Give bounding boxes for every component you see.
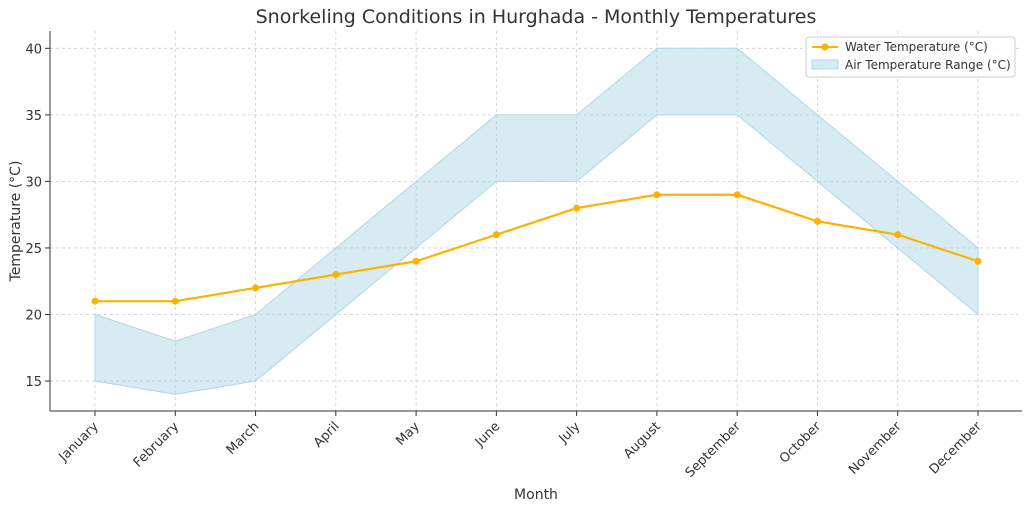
legend-air: Air Temperature Range (°C) [845, 58, 1011, 72]
y-tick-label: 15 [25, 375, 42, 390]
x-tick-label: August [621, 419, 664, 462]
legend-water: Water Temperature (°C) [845, 40, 988, 54]
water-temperature-point [492, 231, 500, 239]
x-tick-label: March [224, 419, 263, 458]
chart-title: Snorkeling Conditions in Hurghada - Mont… [256, 6, 817, 28]
y-axis-label: Temperature (°C) [8, 161, 24, 283]
x-axis-label: Month [514, 487, 558, 503]
x-tick-label: October [777, 419, 825, 467]
water-temperature-point [733, 191, 741, 199]
legend: Water Temperature (°C) Air Temperature R… [805, 36, 1016, 78]
y-tick-label: 30 [25, 175, 42, 190]
x-tick-label: June [472, 419, 503, 450]
x-tick-label: December [927, 419, 986, 478]
x-tick-label: November [846, 419, 905, 478]
water-temperature-line [95, 193, 979, 303]
water-temperature-point [412, 257, 420, 265]
water-temperature-point [573, 204, 581, 212]
air-range-area [94, 47, 979, 395]
water-temperature-point [171, 297, 179, 305]
x-tick-label: July [556, 419, 584, 447]
y-tick-label: 40 [25, 42, 42, 57]
water-temperature-point [813, 217, 821, 225]
water-line [91, 191, 982, 305]
x-tick-label: January [56, 419, 102, 465]
x-tick-label: May [393, 419, 423, 449]
water-temperature-point [332, 271, 340, 279]
water-temperature-point [252, 284, 260, 292]
x-tick-label: February [131, 419, 183, 471]
legend-marker [821, 43, 829, 51]
legend-band-swatch [811, 59, 839, 70]
y-tick-label: 25 [25, 242, 42, 257]
water-temperature-point [894, 231, 902, 239]
water-temperature-point [91, 297, 99, 305]
x-tick-label: April [311, 419, 343, 451]
y-tick-label: 20 [25, 309, 42, 324]
x-tick-label: September [683, 419, 745, 481]
air-range-band [94, 47, 979, 395]
water-temperature-point [974, 257, 982, 265]
y-tick-label: 35 [25, 109, 42, 124]
water-temperature-point [653, 191, 661, 199]
